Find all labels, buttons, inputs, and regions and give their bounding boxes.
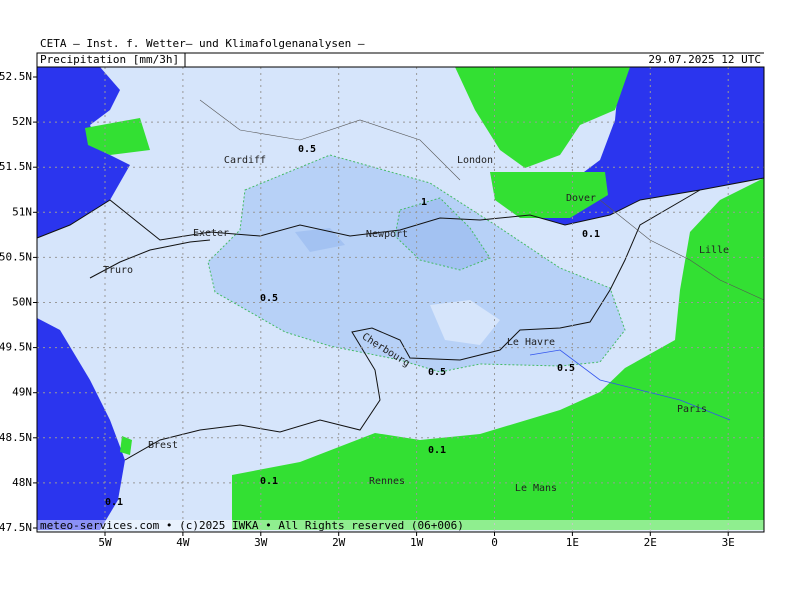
- place-name: Rennes: [369, 476, 405, 487]
- lat-label: 50N: [12, 296, 32, 309]
- lat-label: 49.5N: [0, 341, 32, 354]
- contour-label: 0.1: [260, 476, 278, 487]
- sea: [37, 318, 125, 530]
- lat-label: 51N: [12, 205, 32, 218]
- lon-label: 2E: [644, 536, 657, 549]
- parameter-label: Precipitation [mm/3h]: [40, 53, 179, 66]
- lat-label: 48N: [12, 476, 32, 489]
- lat-label: 49N: [12, 386, 32, 399]
- coastline: [124, 189, 701, 461]
- lat-label: 51.5N: [0, 160, 32, 173]
- dry-land: [120, 436, 132, 455]
- graticule: [37, 67, 764, 532]
- coastline: [89, 239, 211, 279]
- dry-land: [455, 67, 630, 168]
- dry-land: [85, 118, 150, 155]
- precip-light: [430, 300, 500, 345]
- coastline: [36, 177, 765, 241]
- footer-band: [37, 520, 764, 532]
- lon-label: 0: [491, 536, 498, 549]
- lon-label: 2W: [332, 536, 346, 549]
- place-name: Exeter: [193, 228, 229, 239]
- place-name: Paris: [677, 404, 707, 415]
- lat-label: 52N: [12, 115, 32, 128]
- place-name: London: [457, 155, 493, 166]
- river: [529, 349, 731, 421]
- place-name: Le Mans: [515, 483, 557, 494]
- sea: [37, 67, 130, 238]
- map-area: Cardiff London Dover Exeter Newport Truro Lill…: [36, 66, 765, 533]
- lon-label: 4W: [176, 536, 190, 549]
- dry-land: [490, 172, 608, 218]
- lon-label: 5W: [98, 536, 112, 549]
- contour-label: 0.5: [298, 144, 316, 155]
- axes: 52.5N 52N 51.5N 51N 50.5N 50N 49.5N 49N 48.5N 48N…: [0, 70, 735, 549]
- lat-label: 52.5N: [0, 70, 32, 83]
- precip-medium: [207, 154, 626, 373]
- place-name: Cardiff: [224, 155, 266, 166]
- border: [599, 199, 765, 301]
- contour-label: 0.5: [428, 367, 446, 378]
- place-name: Truro: [103, 265, 133, 276]
- contour-label: 0.1: [105, 497, 123, 508]
- lon-label: 3W: [254, 536, 268, 549]
- map-frame: [36, 66, 765, 533]
- contour-label: 0.1: [582, 229, 600, 240]
- lon-label: 3E: [722, 536, 735, 549]
- place-name: Dover: [566, 193, 596, 204]
- lat-label: 47.5N: [0, 521, 32, 534]
- valid-time: 29.07.2025 12 UTC: [648, 53, 761, 66]
- border: [199, 99, 461, 181]
- lon-label: 1E: [566, 536, 579, 549]
- footer-credit: meteo-services.com • (c)2025 IWKA • All …: [40, 519, 464, 532]
- lat-label: 48.5N: [0, 431, 32, 444]
- dry-land: [232, 178, 764, 530]
- contour-label: 0.1: [428, 445, 446, 456]
- lat-label: 50.5N: [0, 250, 32, 263]
- place-name: Brest: [148, 440, 178, 451]
- contour-label: 0.5: [557, 363, 575, 374]
- precip-heavy: [394, 197, 491, 271]
- header-title: CETA – Inst. f. Wetter– und Klimafolgena…: [40, 37, 365, 50]
- precip-heavy: [295, 228, 345, 252]
- contour-label: 0.5: [260, 293, 278, 304]
- place-name: Newport: [366, 229, 408, 240]
- place-name: Lille: [699, 245, 729, 256]
- place-name: Le Havre: [507, 337, 555, 348]
- lon-label: 1W: [410, 536, 424, 549]
- contour-label: 1: [421, 197, 427, 208]
